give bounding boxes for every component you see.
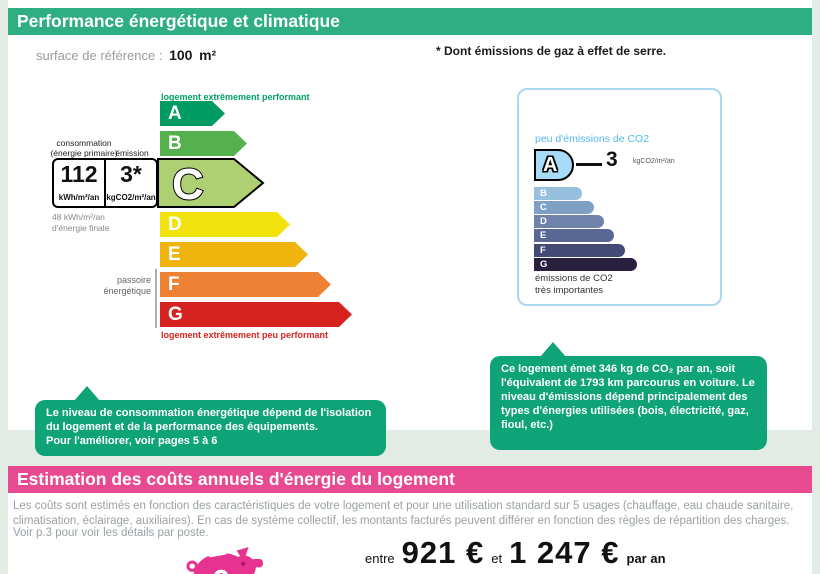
co2-current-grade-pill: A bbox=[534, 149, 574, 181]
co2-grade-C: C bbox=[534, 201, 594, 214]
cost-conjunction: et bbox=[491, 551, 503, 566]
emission-unit: kgCO2/m²/an bbox=[106, 193, 156, 202]
energy-callout-pointer bbox=[74, 386, 100, 401]
reference-surface: surface de référence : 100 m² bbox=[36, 47, 216, 63]
energy-grade-letter: E bbox=[168, 244, 181, 265]
consumption-value: 112 bbox=[60, 161, 98, 187]
co2-scale-panel: peu d'émissions de CO2 A 3 kgCO2/m²/an B… bbox=[517, 88, 722, 306]
reference-surface-value: 100 bbox=[169, 47, 193, 63]
annual-cost-estimate: entre 921 € et 1 247 € par an bbox=[365, 535, 666, 571]
energy-current-grade-letter: C bbox=[172, 160, 204, 208]
energy-grade-letter: G bbox=[168, 304, 183, 325]
reference-surface-unit: m² bbox=[199, 47, 217, 63]
energy-grade-B: B bbox=[160, 131, 247, 156]
co2-callout: Ce logement émet 346 kg de CO₂ par an, s… bbox=[490, 356, 767, 450]
costs-section-title: Estimation des coûts annuels d'énergie d… bbox=[8, 466, 812, 493]
co2-value: 3 bbox=[606, 148, 618, 171]
co2-scale-worst-label: émissions de CO2 très importantes bbox=[535, 273, 613, 297]
co2-grade-letter: B bbox=[540, 188, 547, 199]
ges-footnote: * Dont émissions de gaz à effet de serre… bbox=[436, 44, 667, 58]
costs-note: Voir p.3 pour voir les détails par poste… bbox=[13, 527, 209, 539]
svg-text:€: € bbox=[211, 563, 228, 574]
energy-grade-letter: A bbox=[168, 103, 182, 124]
final-energy-note: 48 kWh/m²/an d'énergie finale bbox=[52, 212, 110, 234]
co2-callout-pointer bbox=[540, 342, 566, 357]
cost-min: 921 € bbox=[401, 535, 485, 570]
energy-grade-letter: D bbox=[168, 214, 182, 235]
cost-range-prefix: entre bbox=[365, 551, 395, 566]
cost-suffix: par an bbox=[626, 551, 666, 566]
consumption-cell: 112 kWh/m²/an bbox=[54, 160, 104, 206]
emission-cell: 3* kgCO2/m²/an bbox=[104, 160, 156, 206]
energy-current-grade-arrow: C bbox=[157, 158, 265, 208]
co2-grade-letter: E bbox=[540, 230, 547, 241]
co2-grade-F: F bbox=[534, 244, 625, 257]
emission-value: 3* bbox=[120, 161, 142, 187]
co2-grade-letter: C bbox=[540, 202, 547, 213]
consumption-label: consommation (énergie primaire) bbox=[50, 138, 118, 159]
energy-sieve-label: passoire énergétique bbox=[103, 275, 151, 297]
piggy-bank-icon: € bbox=[186, 547, 263, 574]
co2-grade-B: B bbox=[534, 187, 582, 200]
co2-grade-E: E bbox=[534, 229, 614, 242]
co2-value-unit: kgCO2/m²/an bbox=[633, 158, 675, 165]
energy-sieve-bracket bbox=[155, 269, 157, 328]
co2-value-connector-line bbox=[576, 163, 602, 166]
energy-grade-D: D bbox=[160, 212, 290, 237]
energy-grade-G: G bbox=[160, 302, 352, 327]
cost-max: 1 247 € bbox=[509, 535, 620, 570]
co2-scale-best-label: peu d'émissions de CO2 bbox=[535, 133, 650, 145]
emission-label: émission bbox=[115, 148, 149, 158]
energy-grade-letter: F bbox=[168, 274, 180, 295]
consumption-unit: kWh/m²/an bbox=[58, 193, 100, 202]
co2-grade-G: G bbox=[534, 258, 637, 271]
co2-grade-letter: F bbox=[540, 245, 546, 256]
co2-current-grade-letter: A bbox=[543, 154, 558, 176]
energy-grade-letter: B bbox=[168, 133, 182, 154]
energy-grade-A: A bbox=[160, 101, 225, 126]
energy-scale-best-label: logement extrêmement performant bbox=[161, 92, 310, 102]
costs-description: Les coûts sont estimés en fonction des c… bbox=[13, 500, 794, 527]
co2-grade-letter: D bbox=[540, 216, 547, 227]
co2-grade-letter: G bbox=[540, 259, 548, 270]
energy-grade-E: E bbox=[160, 242, 308, 267]
energy-section-title: Performance énergétique et climatique bbox=[8, 8, 812, 35]
energy-scale-worst-label: logement extrêmement peu performant bbox=[161, 330, 329, 340]
energy-grade-F: F bbox=[160, 272, 331, 297]
co2-grade-D: D bbox=[534, 215, 604, 228]
energy-values-box: 112 kWh/m²/an 3* kgCO2/m²/an bbox=[52, 158, 158, 208]
reference-surface-label: surface de référence : bbox=[36, 48, 163, 63]
energy-callout: Le niveau de consommation énergétique dé… bbox=[35, 400, 386, 456]
